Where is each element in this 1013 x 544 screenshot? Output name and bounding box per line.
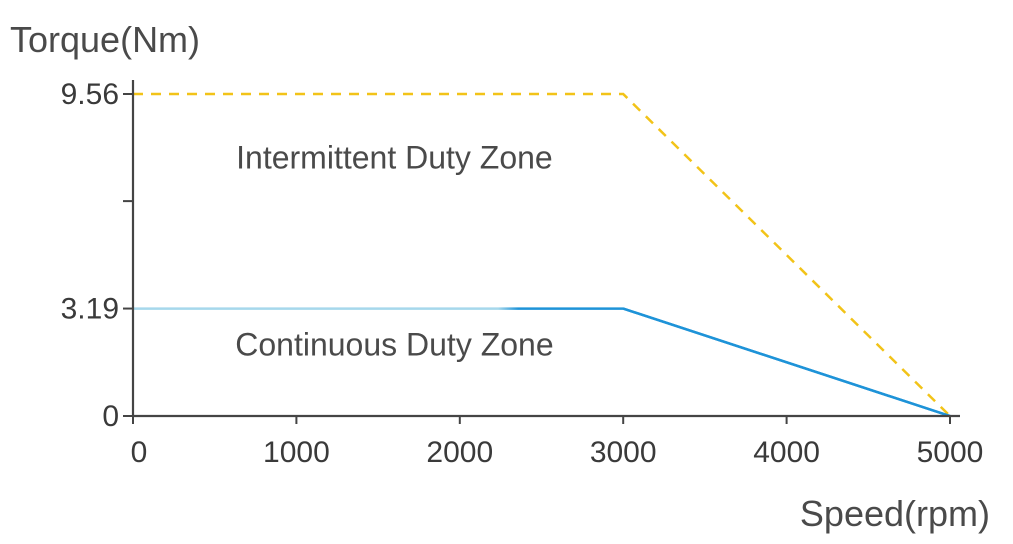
x-tick-label: 0 bbox=[131, 436, 148, 469]
annotation-layer: Intermittent Duty Zone Continuous Duty Zo… bbox=[235, 139, 553, 362]
series-layer bbox=[133, 92, 951, 418]
y-tick-label: 3.19 bbox=[61, 293, 119, 326]
y-tick-label: 0 bbox=[102, 400, 119, 433]
intermittent-duty-line bbox=[133, 92, 951, 417]
axis-layer: 0 1000 2000 3000 4000 5000 0 3.19 9.56 bbox=[61, 78, 984, 469]
intermittent-zone-label: Intermittent Duty Zone bbox=[236, 139, 553, 175]
x-tick-label: 5000 bbox=[917, 436, 984, 469]
continuous-duty-slope bbox=[622, 307, 951, 418]
continuous-zone-label: Continuous Duty Zone bbox=[235, 326, 553, 362]
y-tick-label: 9.56 bbox=[61, 78, 119, 111]
x-tick-label: 2000 bbox=[426, 436, 493, 469]
x-tick-label: 1000 bbox=[263, 436, 330, 469]
x-axis-title: Speed(rpm) bbox=[800, 493, 990, 534]
y-axis-title: Torque(Nm) bbox=[10, 19, 200, 60]
x-tick-label: 4000 bbox=[753, 436, 820, 469]
x-tick-label: 3000 bbox=[590, 436, 657, 469]
